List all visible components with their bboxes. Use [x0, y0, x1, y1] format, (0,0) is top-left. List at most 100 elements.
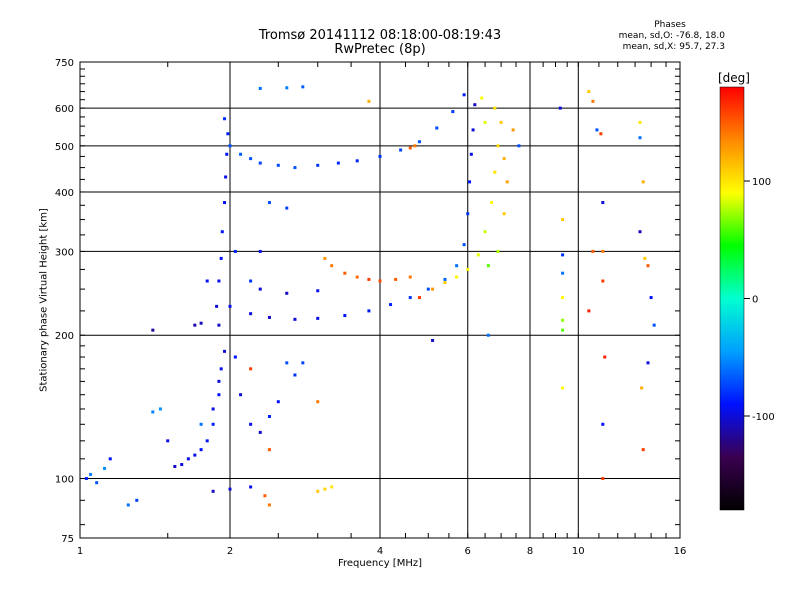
data-point — [126, 503, 130, 507]
data-point — [267, 315, 271, 319]
data-point — [249, 157, 253, 161]
data-point — [591, 249, 595, 253]
data-point — [233, 249, 237, 253]
data-point — [643, 256, 647, 260]
y-tick-label: 400 — [55, 188, 74, 199]
data-point — [367, 309, 371, 313]
data-point — [217, 323, 221, 327]
data-point — [561, 271, 565, 275]
x-tick-label: 8 — [527, 546, 533, 557]
data-point — [599, 132, 603, 136]
colorbar-tick-label: 100 — [752, 177, 771, 188]
data-point — [462, 93, 466, 97]
data-point — [483, 120, 487, 124]
data-point — [649, 296, 653, 300]
data-point — [378, 154, 382, 158]
data-point — [558, 106, 562, 110]
data-point — [417, 140, 421, 144]
data-point — [173, 464, 177, 468]
data-point — [316, 163, 320, 167]
data-point — [587, 90, 591, 94]
data-point — [158, 407, 162, 411]
data-point — [316, 489, 320, 493]
data-point — [249, 312, 253, 316]
data-point — [217, 379, 221, 383]
tick-layer: 1 2 4 6 8 10 16 75 100 200 300 400 500 600 750 — [55, 58, 686, 557]
data-point — [399, 148, 403, 152]
data-point — [263, 494, 267, 498]
chart-title: Tromsø 20141112 08:18:00-08:19:43 — [258, 28, 502, 43]
data-point — [199, 321, 203, 325]
data-point — [455, 275, 459, 279]
data-point — [435, 126, 439, 130]
y-tick-label: 500 — [55, 142, 74, 153]
data-point — [249, 367, 253, 371]
colorbar-unit: [deg] — [718, 71, 750, 85]
data-point — [249, 279, 253, 283]
data-point — [561, 253, 565, 257]
data-point — [638, 230, 642, 234]
data-point — [219, 367, 223, 371]
x-tick-label: 6 — [465, 546, 471, 557]
data-points-layer — [84, 85, 656, 507]
data-point — [601, 249, 605, 253]
data-point — [417, 296, 421, 300]
data-point — [301, 361, 305, 365]
data-point — [276, 163, 280, 167]
data-point — [330, 485, 334, 489]
data-point — [502, 212, 506, 216]
data-point — [180, 463, 184, 467]
data-point — [186, 457, 190, 461]
data-point — [293, 373, 297, 377]
data-point — [408, 146, 412, 150]
data-point — [223, 201, 227, 205]
data-point — [496, 249, 500, 253]
data-point — [228, 144, 232, 148]
data-point — [239, 152, 243, 156]
data-point — [108, 457, 112, 461]
data-point — [151, 328, 155, 332]
y-tick-label: 100 — [55, 475, 74, 486]
data-point — [355, 275, 359, 279]
data-point — [486, 264, 490, 268]
data-point — [293, 317, 297, 321]
data-point — [95, 481, 99, 485]
data-point — [193, 453, 197, 457]
data-point — [223, 349, 227, 353]
x-axis-label: Frequency [MHz] — [337, 558, 423, 569]
data-point — [226, 132, 230, 136]
data-point — [502, 157, 506, 161]
data-point — [646, 361, 650, 365]
data-point — [220, 230, 224, 234]
data-point — [595, 128, 599, 132]
data-point — [408, 275, 412, 279]
chart-subtitle: RwPretec (8p) — [334, 42, 426, 57]
phase-stats-x-line: mean, sd,X: 95.7, 27.3 — [622, 42, 725, 52]
data-point — [486, 333, 490, 337]
phase-stats-o-line: mean, sd,O: -76.8, 18.0 — [618, 31, 725, 41]
data-point — [199, 448, 203, 452]
data-point — [443, 277, 447, 281]
data-point — [431, 338, 435, 342]
y-tick-label: 200 — [55, 331, 74, 342]
data-point — [505, 180, 509, 184]
data-point — [646, 264, 650, 268]
data-point — [267, 503, 271, 507]
data-point — [258, 249, 262, 253]
data-point — [258, 161, 262, 165]
data-point — [466, 212, 470, 216]
data-point — [638, 120, 642, 124]
data-point — [483, 230, 487, 234]
x-tick-label: 16 — [674, 546, 687, 557]
data-point — [641, 448, 645, 452]
data-point — [330, 264, 334, 268]
phase-stats-box: Phases mean, sd,O: -76.8, 18.0 mean, sd,… — [585, 20, 725, 53]
data-point — [103, 466, 107, 470]
data-point — [258, 287, 262, 291]
data-point — [601, 279, 605, 283]
y-tick-label: 75 — [61, 534, 74, 545]
phase-stats-title: Phases — [654, 20, 686, 30]
data-point — [561, 386, 565, 390]
data-point — [455, 264, 459, 268]
